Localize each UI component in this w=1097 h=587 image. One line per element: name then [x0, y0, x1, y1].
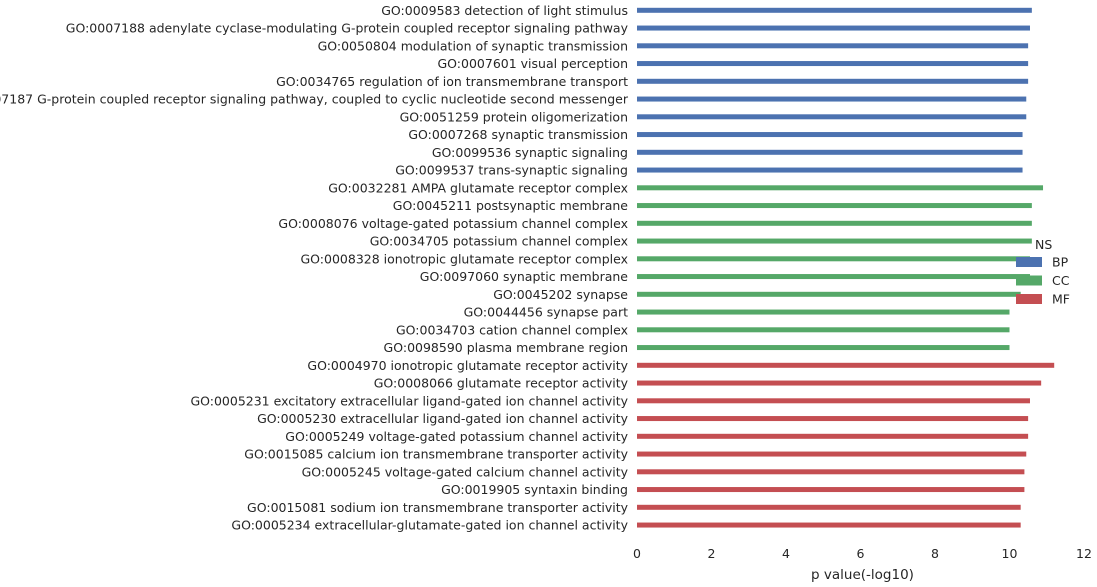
bar-cc-2 [637, 220, 1032, 226]
bar-mf-1 [637, 380, 1042, 386]
x-tick-label: 8 [931, 546, 939, 561]
legend-swatch-cc [1016, 275, 1042, 286]
bar-cc-0 [637, 185, 1044, 191]
bar-cc-1 [637, 203, 1032, 209]
bar-bp-5 [637, 96, 1027, 102]
bar-cc-5 [637, 274, 1030, 280]
bar-mf-7 [637, 487, 1025, 493]
bar-mf-8 [637, 504, 1021, 510]
category-label: GO:0007268 synaptic transmission [408, 127, 628, 142]
bar-cc-6 [637, 291, 1021, 297]
bar-bp-4 [637, 78, 1029, 84]
bar-bp-3 [637, 61, 1029, 67]
bar-mf-5 [637, 451, 1027, 457]
category-label: GO:0051259 protein oligomerization [400, 109, 628, 124]
category-label: GO:0098590 plasma membrane region [384, 340, 628, 355]
bar-cc-9 [637, 345, 1010, 351]
category-label: GO:0044456 synapse part [464, 305, 628, 320]
bar-bp-0 [637, 7, 1032, 13]
category-label: GO:0099536 synaptic signaling [432, 145, 628, 160]
category-label: GO:0008076 voltage-gated potassium chann… [278, 216, 628, 231]
bar-cc-4 [637, 256, 1030, 262]
bar-bp-1 [637, 25, 1030, 31]
category-label: GO:0019905 syntaxin binding [441, 482, 628, 497]
category-label: GO:0097060 synaptic membrane [420, 269, 629, 284]
category-label: GO:0005245 voltage-gated calcium channel… [302, 464, 629, 479]
legend-label-bp: BP [1052, 255, 1069, 270]
bar-bp-2 [637, 43, 1029, 49]
category-label: GO:0015081 sodium ion transmembrane tran… [247, 500, 629, 515]
x-tick-label: 4 [782, 546, 790, 561]
bar-bp-6 [637, 114, 1027, 120]
category-label: GO:0034705 potassium channel complex [370, 234, 628, 249]
category-label: GO:0007187 G-protein coupled receptor si… [0, 92, 629, 107]
x-axis-label: p value(-log10) [811, 567, 914, 583]
bar-mf-6 [637, 469, 1025, 475]
legend-swatch-mf [1016, 294, 1042, 304]
category-labels: GO:0009583 detection of light stimulus GO… [0, 3, 629, 533]
category-label: GO:0099537 trans-synaptic signaling [395, 163, 628, 178]
category-label: GO:0050804 modulation of synaptic transm… [318, 38, 628, 53]
category-label: GO:0008066 glutamate receptor activity [374, 376, 629, 391]
x-tick-label: 6 [857, 546, 865, 561]
bar-mf-4 [637, 433, 1029, 439]
bar-mf-2 [637, 398, 1030, 404]
bar-bp-7 [637, 132, 1023, 138]
bars-layer [637, 7, 1055, 528]
category-label: GO:0045202 synapse [493, 287, 628, 302]
legend-label-mf: MF [1052, 292, 1070, 307]
legend-title: NS [1035, 237, 1052, 252]
category-label: GO:0008328 ionotropic glutamate receptor… [301, 251, 629, 266]
category-label: GO:0034703 cation channel complex [396, 322, 628, 337]
legend: NS BP CC MF [1016, 237, 1070, 307]
bar-mf-0 [637, 362, 1055, 368]
category-label: GO:0045211 postsynaptic membrane [393, 198, 629, 213]
bar-mf-9 [637, 522, 1021, 528]
bar-cc-7 [637, 309, 1010, 315]
bar-mf-3 [637, 416, 1029, 422]
category-label: GO:0009583 detection of light stimulus [381, 3, 628, 18]
x-axis-ticks: 0 2 4 6 8 10 12 [633, 546, 1092, 561]
category-label: GO:0005231 excitatory extracellular liga… [190, 393, 628, 408]
category-label: GO:0005249 voltage-gated potassium chann… [285, 429, 628, 444]
category-label: GO:0015085 calcium ion transmembrane tra… [244, 447, 628, 462]
legend-label-cc: CC [1052, 273, 1070, 288]
category-label: GO:0007188 adenylate cyclase-modulating … [66, 21, 629, 36]
x-tick-label: 12 [1076, 546, 1092, 561]
x-tick-label: 10 [1002, 546, 1018, 561]
category-label: GO:0005234 extracellular-glutamate-gated… [231, 518, 628, 533]
bar-bp-8 [637, 149, 1023, 155]
bar-cc-3 [637, 238, 1032, 244]
bar-cc-8 [637, 327, 1010, 333]
category-label: GO:0034765 regulation of ion transmembra… [276, 74, 628, 89]
category-label: GO:0005230 extracellular ligand-gated io… [257, 411, 629, 426]
category-label: GO:0032281 AMPA glutamate receptor compl… [328, 180, 628, 195]
category-label: GO:0007601 visual perception [437, 56, 628, 71]
legend-swatch-bp [1016, 257, 1042, 267]
x-tick-label: 0 [633, 546, 641, 561]
x-tick-label: 2 [708, 546, 716, 561]
category-label: GO:0004970 ionotropic glutamate receptor… [307, 358, 628, 373]
bar-bp-9 [637, 167, 1023, 173]
